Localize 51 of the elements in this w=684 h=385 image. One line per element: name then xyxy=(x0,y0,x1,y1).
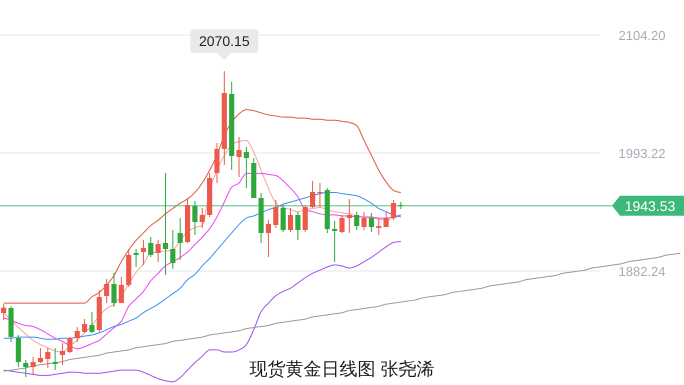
candlestick xyxy=(244,146,249,188)
candlestick xyxy=(266,219,272,258)
candlestick xyxy=(332,220,338,262)
candlestick xyxy=(30,356,36,376)
candlestick xyxy=(170,229,176,270)
candlestick xyxy=(45,348,50,368)
candlestick xyxy=(295,212,300,240)
candlestick xyxy=(273,199,278,228)
candlestick xyxy=(390,199,396,220)
annotation: 2070.15 xyxy=(199,33,250,50)
candlestick xyxy=(354,212,360,230)
candlestick xyxy=(1,303,6,321)
candlestick xyxy=(74,326,80,343)
candlestick xyxy=(104,278,110,304)
line-series xyxy=(3,172,402,350)
candlestick xyxy=(178,217,183,260)
candlestick xyxy=(280,204,286,232)
candlestick xyxy=(118,276,124,304)
candlestick xyxy=(67,336,72,354)
candlestick xyxy=(38,348,44,364)
candlestick xyxy=(111,272,117,308)
candlestick xyxy=(376,217,382,236)
candlestick xyxy=(346,198,352,234)
candlestick xyxy=(339,214,345,234)
candlestick xyxy=(89,311,95,334)
candlestick xyxy=(384,212,389,228)
candlestick xyxy=(23,360,28,378)
candlestick xyxy=(162,172,168,276)
candlestick xyxy=(200,207,205,228)
candlestick xyxy=(148,236,154,258)
ref-line-label: 1943.53 xyxy=(624,198,676,214)
candlestick xyxy=(133,248,139,268)
candlestick xyxy=(317,182,323,208)
candlestick xyxy=(192,200,198,236)
y-tick-label: 2104.20 xyxy=(618,28,666,43)
y-tick-label: 1993.22 xyxy=(618,146,666,161)
candlestick xyxy=(236,136,242,178)
candlestick xyxy=(52,348,58,371)
y-tick-label: 1882.24 xyxy=(618,264,666,279)
line-series xyxy=(3,192,402,340)
candlestick xyxy=(310,180,316,208)
candlestick xyxy=(368,212,374,232)
candlestick xyxy=(302,204,308,232)
candlestick xyxy=(82,318,88,334)
text: 现货黄金日线图 张尧浠 xyxy=(249,359,435,379)
candlestick xyxy=(140,239,146,266)
candlestick xyxy=(60,342,66,366)
candlestick xyxy=(361,212,367,230)
line-series xyxy=(3,109,402,304)
candlestick xyxy=(288,207,294,232)
candlestick xyxy=(156,239,161,262)
